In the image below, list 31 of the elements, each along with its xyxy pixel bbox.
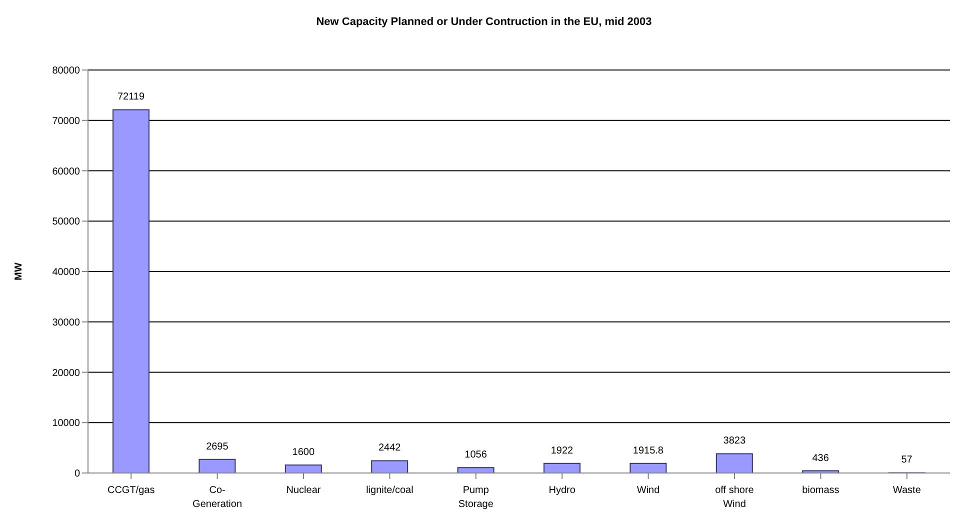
y-tick-label: 70000	[52, 116, 80, 127]
y-tick-label: 40000	[52, 267, 80, 278]
data-label: 57	[901, 454, 913, 466]
x-tick-label: CCGT/gas	[107, 485, 155, 496]
y-tick-label: 30000	[52, 317, 80, 328]
data-label: 3823	[723, 436, 746, 447]
data-label: 1922	[550, 445, 574, 456]
y-tick-label: 80000	[52, 66, 80, 77]
data-label: 2695	[206, 441, 229, 452]
y-tick-label: 50000	[52, 216, 80, 228]
data-label: 1600	[292, 446, 315, 458]
x-tick-label: Wind	[636, 485, 660, 496]
y-tick-label: 0	[74, 468, 80, 480]
x-tick-label: Hydro	[548, 485, 576, 496]
y-tick-label: 10000	[52, 418, 80, 430]
data-label: 72119	[117, 92, 145, 103]
data-label: 436	[812, 452, 830, 464]
x-tick-label: biomass	[802, 485, 840, 496]
x-tick-label: off shore Wind	[715, 485, 754, 510]
x-tick-label: Nuclear	[286, 485, 322, 496]
x-tick-label: Waste	[892, 485, 922, 496]
x-tick-label: Pump Storage	[458, 485, 494, 510]
x-tick-label: lignite/coal	[366, 485, 414, 496]
y-axis-title: MW	[14, 262, 25, 280]
chart-title: New Capacity Planned or Under Contruction in the EU, mid 2003	[315, 15, 653, 30]
y-tick-label: 20000	[52, 368, 80, 379]
data-label: 2442	[378, 442, 402, 454]
data-label: 1915.8	[632, 445, 664, 456]
y-tick-label: 60000	[52, 166, 80, 178]
x-tick-label: Co-Generation	[192, 485, 242, 510]
data-label: 1056	[464, 450, 488, 461]
